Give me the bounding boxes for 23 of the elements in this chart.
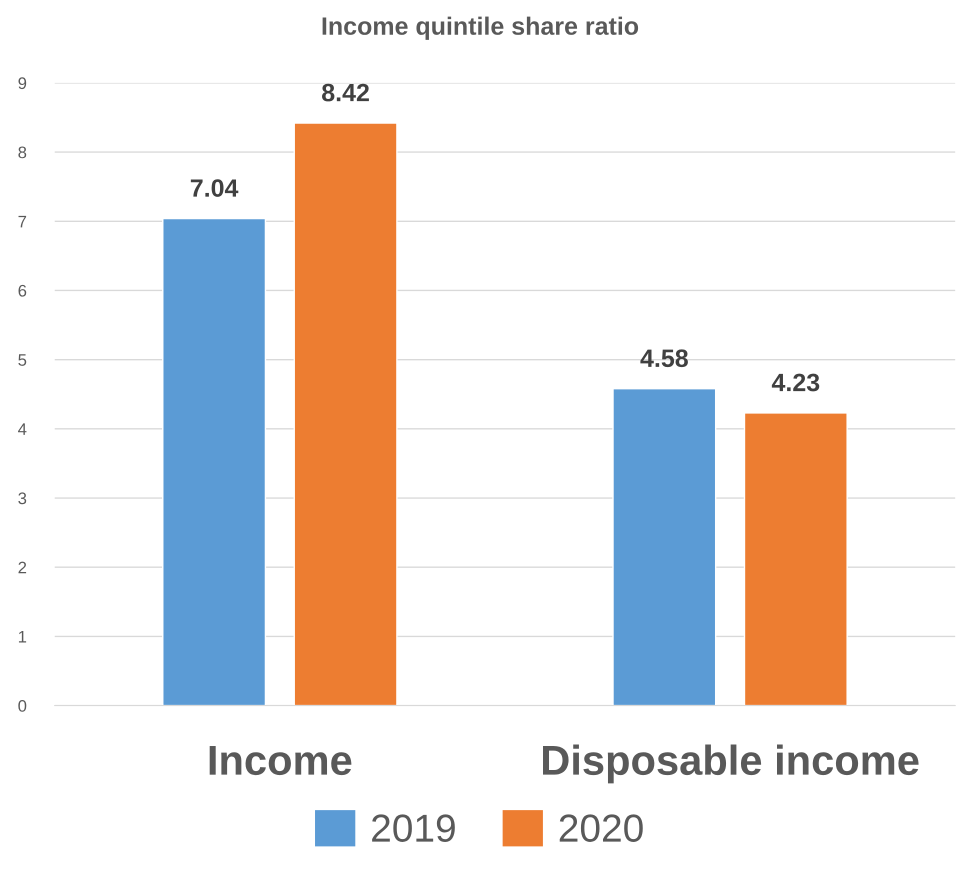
- y-tick-label: 4: [18, 423, 26, 435]
- y-tick-label: 9: [18, 77, 26, 90]
- bar: [612, 388, 716, 706]
- legend-label: 2019: [372, 814, 455, 842]
- legend-label: 2020: [560, 814, 643, 842]
- bar: [744, 412, 848, 706]
- y-tick-label: 0: [18, 700, 26, 712]
- y-tick-label: 5: [18, 354, 26, 366]
- data-label: 7.04: [190, 179, 238, 197]
- chart-title: Income quintile share ratio: [322, 16, 638, 40]
- y-tick-label: 6: [18, 284, 26, 297]
- x-tick-label: Income: [210, 746, 352, 776]
- y-tick-label: 7: [18, 216, 26, 228]
- data-label: 4.23: [772, 374, 820, 392]
- data-label: 4.58: [640, 349, 688, 368]
- bar: [162, 218, 266, 706]
- y-tick-label: 2: [18, 562, 26, 574]
- x-tick-label: Disposable income: [543, 744, 919, 784]
- y-tick-label: 3: [18, 492, 26, 504]
- data-label: 8.42: [322, 84, 369, 102]
- y-tick-label: 8: [18, 146, 26, 158]
- bar: [294, 122, 398, 706]
- y-tick-label: 1: [18, 630, 26, 642]
